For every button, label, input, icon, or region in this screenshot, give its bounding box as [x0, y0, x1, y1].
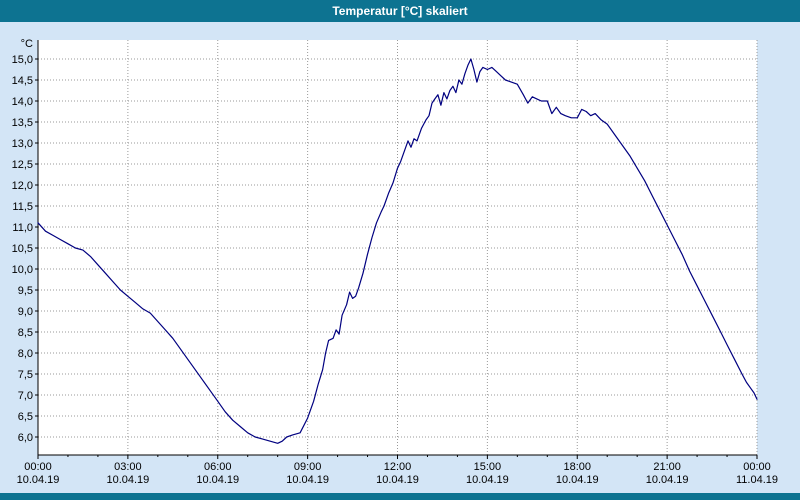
window-titlebar: Temperatur [°C] skaliert [0, 0, 800, 22]
x-tick-date-label: 11.04.19 [736, 474, 778, 486]
x-tick-time-label: 18:00 [563, 461, 591, 473]
y-tick-label: 11,5 [12, 201, 33, 213]
x-tick-date-label: 10.04.19 [376, 474, 419, 486]
x-tick-time-label: 12:00 [384, 461, 412, 473]
x-tick-date-label: 10.04.19 [286, 474, 329, 486]
y-tick-label: 9,0 [18, 306, 33, 318]
y-tick-label: 8,0 [18, 348, 33, 360]
x-tick-time-label: 09:00 [294, 461, 322, 473]
chart-area: 15,0 14,5 14,0 13,5 13,0 12,5 12,0 11,5 11,0 10,5… [0, 22, 800, 493]
y-tick-label: 12,0 [12, 180, 33, 192]
y-tick-label: 8,5 [18, 327, 33, 339]
window-bottombar [0, 493, 800, 500]
x-tick-date-label: 10.04.19 [17, 474, 60, 486]
y-tick-label: 6,0 [18, 432, 33, 444]
x-tick-date-label: 10.04.19 [556, 474, 599, 486]
x-tick-time-label: 15:00 [474, 461, 502, 473]
y-tick-label: 11,0 [12, 222, 33, 234]
temperature-chart: 15,0 14,5 14,0 13,5 13,0 12,5 12,0 11,5 11,0 10,5… [12, 38, 778, 486]
y-tick-label: 6,5 [18, 411, 33, 423]
temperature-line [37, 58, 758, 444]
y-tick-label: 13,5 [12, 117, 33, 129]
y-axis-unit-label: °C [21, 38, 33, 50]
y-tick-label: 12,5 [12, 159, 33, 171]
x-tick-date-label: 10.04.19 [196, 474, 239, 486]
y-tick-label: 15,0 [12, 54, 33, 66]
y-tick-label: 10,5 [12, 243, 33, 255]
x-tick-time-label: 03:00 [114, 461, 142, 473]
y-tick-label: 14,5 [12, 75, 33, 87]
x-tick-date-label: 10.04.19 [466, 474, 509, 486]
x-tick-date-label: 10.04.19 [106, 474, 149, 486]
x-tick-time-label: 00:00 [24, 461, 52, 473]
y-tick-label: 7,5 [18, 369, 33, 381]
y-tick-label: 9,5 [18, 285, 33, 297]
y-tick-label: 14,0 [12, 96, 33, 108]
y-tick-label: 10,0 [12, 264, 33, 276]
y-tick-label: 13,0 [12, 138, 33, 150]
y-tick-label: 7,0 [18, 390, 33, 402]
x-tick-time-label: 00:00 [743, 461, 771, 473]
x-tick-time-label: 06:00 [204, 461, 232, 473]
x-tick-time-label: 21:00 [653, 461, 681, 473]
x-tick-date-label: 10.04.19 [646, 474, 689, 486]
window-title: Temperatur [°C] skaliert [332, 4, 468, 18]
